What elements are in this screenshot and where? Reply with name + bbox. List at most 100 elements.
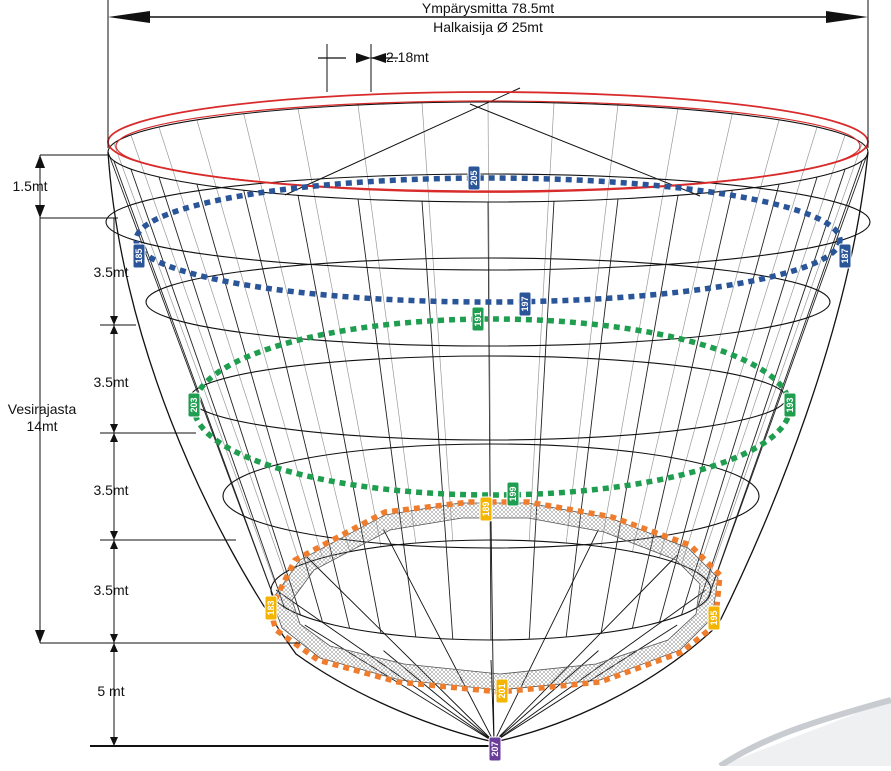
arrow-up-icon <box>110 634 118 643</box>
arrow-up-icon <box>35 630 45 643</box>
meridian-line <box>113 143 275 582</box>
dim-label-1: 1.5mt <box>12 178 47 194</box>
dim-label-2: 3.5mt <box>93 264 128 280</box>
meridian-line <box>196 119 323 558</box>
dim-label-6: 5 mt <box>97 683 124 699</box>
arrow-up-icon <box>110 424 118 433</box>
badge-183: 183 <box>264 595 278 621</box>
badge-203: 203 <box>187 392 201 418</box>
dim-label-5: 3.5mt <box>93 582 128 598</box>
waterline-label-line2: 14mt <box>26 418 57 434</box>
ring-level-3 <box>189 355 787 441</box>
badge-195: 195 <box>707 605 721 631</box>
spacing-label: 2.18mt <box>386 49 429 65</box>
orange-dotted-ring <box>267 499 723 695</box>
badge-187: 187 <box>838 243 852 269</box>
meridian-line <box>297 195 382 634</box>
svg-text:191: 191 <box>473 311 483 326</box>
ring-level-2 <box>145 257 831 347</box>
svg-text:185: 185 <box>134 248 144 263</box>
svg-text:199: 199 <box>508 486 518 501</box>
svg-text:203: 203 <box>189 397 199 412</box>
svg-text:207: 207 <box>490 741 500 756</box>
meridian-line <box>697 134 846 574</box>
page-curl-decoration <box>718 697 891 769</box>
rim-red-inner <box>115 100 861 192</box>
svg-text:201: 201 <box>497 683 507 698</box>
badge-185: 185 <box>132 243 146 269</box>
net-meridian-lines <box>107 101 869 641</box>
ring-level-1 <box>105 173 871 271</box>
meridian-line <box>632 113 733 552</box>
bottom-mesh-band <box>271 502 719 691</box>
badge-193: 193 <box>783 392 797 418</box>
badge-205: 205 <box>467 165 481 191</box>
circumference-label: Ympärysmitta 78.5mt <box>422 0 554 16</box>
meridian-line <box>600 195 679 634</box>
meridian-line <box>659 119 780 558</box>
dim-label-4: 3.5mt <box>93 482 128 498</box>
badge-197: 197 <box>518 291 532 317</box>
badge-207: 207 <box>488 736 502 762</box>
badge-189: 189 <box>479 496 493 522</box>
meridian-line <box>130 168 285 608</box>
meridian-line <box>421 201 454 640</box>
svg-text:189: 189 <box>481 501 491 516</box>
svg-text:187: 187 <box>840 248 850 263</box>
arrow-down-icon <box>35 155 45 168</box>
badge-199: 199 <box>506 481 520 507</box>
meridian-line <box>196 183 323 623</box>
arrow-up-icon <box>110 316 118 325</box>
waterline-label-line1: Vesirajasta <box>8 401 77 417</box>
diameter-label: Halkaisija Ø 25mt <box>433 19 543 35</box>
cone-line <box>304 554 495 743</box>
svg-text:205: 205 <box>469 170 479 185</box>
svg-text:197: 197 <box>520 296 530 311</box>
arrow-down-icon <box>110 325 118 334</box>
cone-line <box>490 519 495 743</box>
svg-text:195: 195 <box>709 610 719 625</box>
arrow-right-icon <box>826 11 868 23</box>
node-badges: 205 185 187 197 191 203 193 199 <box>132 165 852 762</box>
meridian-line <box>528 201 555 640</box>
meridian-line <box>158 126 301 566</box>
meridian-line <box>681 126 818 566</box>
arrow-up-icon <box>110 531 118 540</box>
meridian-line <box>697 168 846 608</box>
meridian-line <box>487 101 492 541</box>
left-dimension-labels: 1.5mt 3.5mt 3.5mt 3.5mt 3.5mt 5 mt Vesir… <box>8 178 129 699</box>
top-dimension: Ympärysmitta 78.5mt Halkaisija Ø 25mt <box>107 0 869 148</box>
svg-text:193: 193 <box>785 397 795 412</box>
meridian-line <box>297 108 382 547</box>
svg-text:183: 183 <box>266 600 276 615</box>
meridian-line <box>421 102 454 541</box>
spacing-dimension: 2.18mt <box>318 44 429 92</box>
meridian-line <box>487 201 492 641</box>
net-outer-profile <box>107 151 869 743</box>
meridian-line <box>565 198 619 638</box>
meridian-line <box>707 143 863 582</box>
meridian-line <box>565 104 619 544</box>
cone-line <box>383 529 495 743</box>
arrow-down-icon <box>110 433 118 442</box>
badge-201: 201 <box>495 678 509 704</box>
arrow-right-icon <box>356 53 371 63</box>
arrow-down-icon <box>35 205 45 218</box>
meridian-line <box>158 176 301 616</box>
cone-line <box>493 529 599 743</box>
arrow-left-icon <box>371 53 386 63</box>
cone-line <box>493 554 678 743</box>
meridian-line <box>107 151 272 591</box>
badge-191: 191 <box>471 306 485 332</box>
meridian-line <box>707 160 863 599</box>
meridian-line <box>710 151 869 591</box>
arrow-down-icon <box>110 540 118 549</box>
meridian-line <box>681 176 818 616</box>
cone-line <box>493 650 599 743</box>
arrow-down-icon <box>110 643 118 652</box>
arrow-down-icon <box>110 737 118 746</box>
left-dimension-ticks <box>35 155 118 746</box>
rim-cross-lines <box>284 87 701 197</box>
